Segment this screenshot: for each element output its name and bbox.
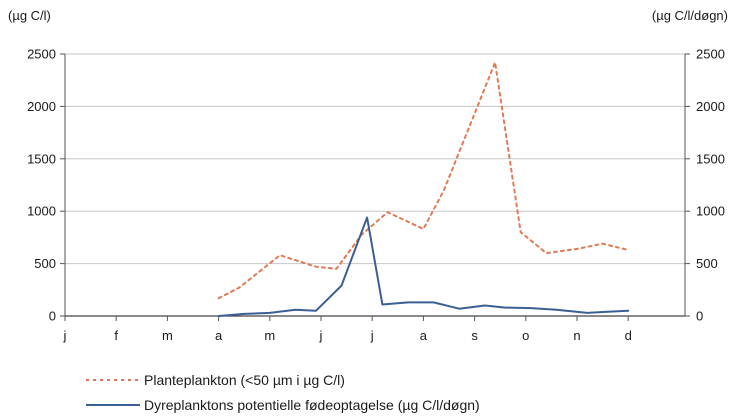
gridlines: [65, 53, 685, 265]
y-left-tick-label-0: 0: [49, 309, 56, 324]
x-tick-label-7: a: [420, 328, 428, 343]
series-lines: [217, 61, 630, 317]
y-right-tick-label-500: 500: [696, 256, 718, 271]
x-tick-label-4: m: [264, 328, 275, 343]
series-line-1: [217, 216, 630, 317]
y-left-tick-label-1000: 1000: [27, 204, 56, 219]
x-tick-label-10: n: [573, 328, 580, 343]
x-tick-label-6: j: [370, 328, 374, 343]
x-tick-label-9: o: [522, 328, 529, 343]
legend-label-0: Planteplankton (<50 µm i µg C/l): [144, 372, 345, 388]
y-right-tick-label-1500: 1500: [696, 151, 725, 166]
y-axis-left: 0 500 1000 1500 2000 2500: [27, 47, 66, 324]
y-axis-right: 0 500 1000 1500 2000 2500: [684, 47, 725, 324]
y-left-tick-label-2500: 2500: [27, 47, 56, 62]
x-tick-label-3: a: [215, 328, 223, 343]
y-right-tick-label-1000: 1000: [696, 204, 725, 219]
y-left-tick-label-500: 500: [34, 256, 56, 271]
y-left-tick-label-1500: 1500: [27, 151, 56, 166]
y-right-tick-label-0: 0: [696, 309, 703, 324]
x-tick-label-2: m: [162, 328, 173, 343]
y-left-tick-label-2000: 2000: [27, 99, 56, 114]
y-right-tick-label-2500: 2500: [696, 47, 725, 62]
x-tick-label-8: s: [471, 328, 478, 343]
y-right-tick-label-2000: 2000: [696, 99, 725, 114]
legend-label-1: Dyreplanktons potentielle fødeoptagelse …: [144, 397, 480, 413]
series-line-0: [217, 61, 630, 300]
x-tick-label-1: f: [114, 328, 118, 343]
y-left-unit-label: (µg C/l): [8, 8, 51, 23]
x-tick-label-11: d: [625, 328, 632, 343]
y-right-unit-label: (µg C/l/døgn): [652, 8, 728, 23]
legend: Planteplankton (<50 µm i µg C/l) Dyreplan…: [86, 372, 480, 413]
x-tick-label-0: j: [63, 328, 67, 343]
x-tick-label-5: j: [319, 328, 323, 343]
